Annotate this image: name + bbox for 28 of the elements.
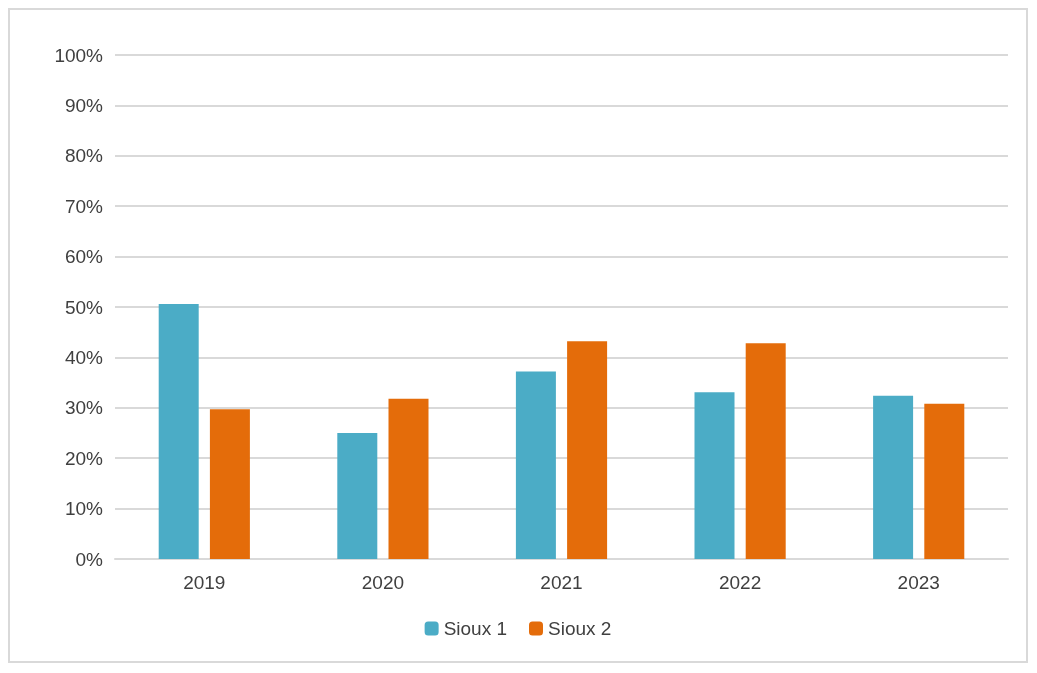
bar [873, 395, 914, 559]
y-tick-label: 90% [64, 94, 104, 116]
bar [209, 409, 250, 559]
y-tick-label: 100% [54, 44, 104, 66]
bar [694, 392, 735, 559]
bar [515, 371, 556, 559]
x-tick-label: 2023 [897, 572, 940, 593]
x-tick-label: 2021 [540, 572, 583, 593]
y-tick-label: 0% [75, 548, 104, 570]
y-tick-label: 40% [64, 346, 104, 368]
bar [924, 403, 965, 559]
y-tick-label: 20% [64, 447, 104, 469]
bar [158, 303, 199, 559]
y-tick-label: 30% [64, 397, 104, 419]
y-tick-label: 70% [64, 195, 104, 217]
y-tick-label: 50% [64, 296, 104, 318]
bar [337, 433, 378, 559]
bar [745, 343, 786, 559]
bar [567, 341, 608, 559]
y-tick-label: 10% [64, 498, 104, 520]
legend-label: Sioux 1 [443, 618, 507, 639]
x-tick-label: 2019 [183, 572, 226, 593]
bar [388, 398, 429, 559]
y-tick-label: 60% [64, 246, 104, 268]
x-tick-label: 2022 [718, 572, 762, 593]
legend-label: Sioux 2 [548, 618, 612, 639]
y-tick-label: 80% [64, 145, 104, 167]
x-tick-label: 2020 [361, 572, 405, 593]
